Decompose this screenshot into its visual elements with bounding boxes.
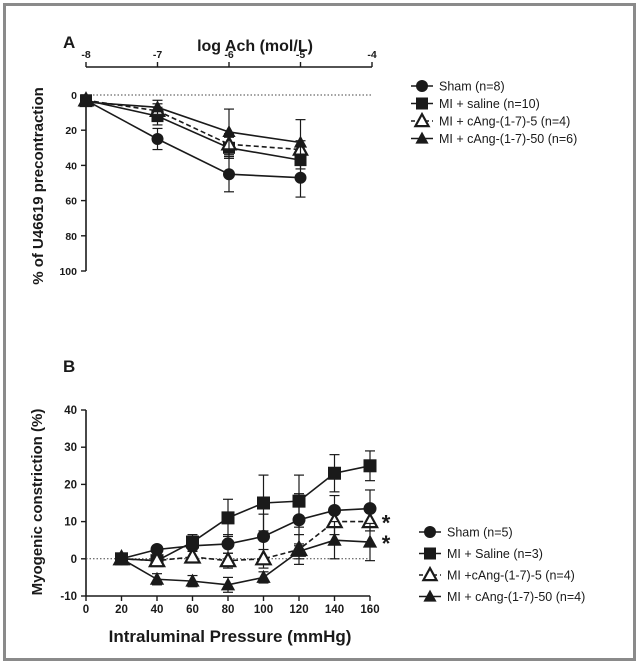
panel-b-series-line [121, 539, 371, 586]
panel-a-y-tick-label: 0 [71, 90, 77, 102]
panel-a-series-line [85, 101, 301, 144]
panel-b-data-point [150, 543, 164, 556]
panel-b-data-point [221, 537, 235, 551]
panel-b-y-tick-label: 20 [64, 479, 77, 491]
panel-b-data-point [363, 459, 377, 473]
panel-b-legend-marker [423, 589, 437, 602]
panel-a-legend-marker [413, 111, 431, 128]
panel-b-x-axis-title: Intraluminal Pressure (mmHg) [109, 627, 352, 646]
panel-a-x-tick-label: -8 [81, 49, 90, 61]
panel-b-data-point [220, 577, 236, 591]
panel-a-x-axis-title: log Ach (mol/L) [197, 38, 313, 55]
panel-b-legend-marker [424, 547, 436, 560]
panel-b-legend-label: MI + Saline (n=3) [447, 547, 543, 561]
panel-b-data-point [292, 494, 306, 508]
panel-b-data-point [328, 466, 341, 480]
panel-a-legend-label: MI + cAng-(1-7)-5 (n=4) [439, 115, 570, 129]
panel-a-y-tick-label: 20 [65, 125, 77, 137]
panel-a-data-point [293, 135, 308, 148]
panel-b-y-axis-title: Myogenic constriction (%) [29, 409, 46, 596]
panel-b-y-tick-label: 40 [64, 405, 77, 417]
panel-a-y-tick-label: 100 [59, 266, 77, 278]
panel-b-y-tick-label: 30 [64, 442, 77, 454]
panel-b-data-point [362, 534, 378, 548]
panel-a-legend-label: Sham (n=8) [439, 80, 505, 94]
panel-b-legend-label: MI + cAng-(1-7)-50 (n=4) [447, 590, 585, 604]
panel-a-x-tick-label: -4 [367, 49, 376, 61]
panel-a-legend-label: MI + cAng-(1-7)-50 (n=6) [439, 132, 577, 146]
panel-b-significance-asterisk: * [382, 511, 391, 536]
panel-b-data-point [186, 535, 199, 549]
panel-a-data-point [223, 168, 235, 181]
panel-b-legend-marker [421, 565, 439, 582]
panel-b-data-point [183, 547, 202, 564]
panel-b-data-point [218, 550, 238, 568]
panel-a-legend-marker [415, 131, 429, 144]
panel-b-x-tick-label: 100 [254, 604, 273, 616]
panel-a-data-point [222, 125, 236, 138]
panel-a-data-point [294, 171, 307, 184]
panel-a-y-tick-label: 60 [65, 196, 77, 208]
panel-b-x-tick-label: 120 [289, 604, 308, 616]
panel-b-x-tick-label: 80 [222, 604, 235, 616]
panel-a-series-line [85, 99, 301, 179]
panel-b-data-point [254, 549, 273, 566]
panel-b-x-tick-label: 140 [325, 604, 344, 616]
panel-b-significance-asterisk: * [382, 531, 391, 556]
panel-b-data-point [114, 551, 129, 565]
panel-b-legend-label: MI +cAng-(1-7)-5 (n=4) [447, 569, 575, 583]
panel-a-series-line [85, 99, 301, 151]
panel-b-y-tick-label: 10 [64, 517, 77, 529]
panel-a-data-point [151, 133, 164, 145]
panel-a-y-tick-label: 40 [65, 160, 77, 172]
panel-a-series-line [85, 99, 301, 161]
panel-a-x-tick-label: -6 [224, 49, 233, 61]
panel-b-y-tick-label: 0 [71, 554, 77, 566]
panel-b-data-point [149, 571, 165, 585]
panel-a-legend-label: MI + saline (n=10) [439, 97, 540, 111]
panel-b-label: B [63, 357, 75, 376]
panel-b-data-point [185, 573, 200, 587]
panel-b-data-point [257, 496, 270, 510]
panel-a-legend-marker [416, 80, 428, 92]
panel-a-x-tick-label: -7 [153, 49, 162, 61]
panel-b-legend-label: Sham (n=5) [447, 526, 513, 540]
panel-b-data-point [327, 532, 342, 546]
panel-b-x-tick-label: 0 [83, 604, 89, 616]
panel-b-data-point [256, 569, 271, 583]
panel-b-x-tick-label: 20 [115, 604, 128, 616]
panel-a-data-point [150, 100, 165, 113]
panel-a-label: A [63, 33, 75, 52]
panel-b-x-tick-label: 40 [151, 604, 164, 616]
panel-a-y-tick-label: 80 [65, 231, 77, 243]
panel-b-legend-marker [424, 526, 436, 538]
panel-a-data-point [79, 95, 93, 108]
panel-b-data-point [147, 550, 167, 568]
panel-b-data-point [221, 511, 235, 525]
panel-a-y-axis-title: % of U46619 precontraction [30, 87, 47, 285]
panel-b-x-tick-label: 60 [186, 604, 199, 616]
panel-b-data-point [291, 543, 307, 557]
panel-b-x-tick-label: 160 [360, 604, 379, 616]
panel-a-legend-marker [416, 97, 428, 110]
panel-b-y-tick-label: -10 [60, 591, 77, 603]
panel-a-x-tick-label: -5 [296, 49, 305, 61]
panel-b-data-point [257, 529, 270, 543]
